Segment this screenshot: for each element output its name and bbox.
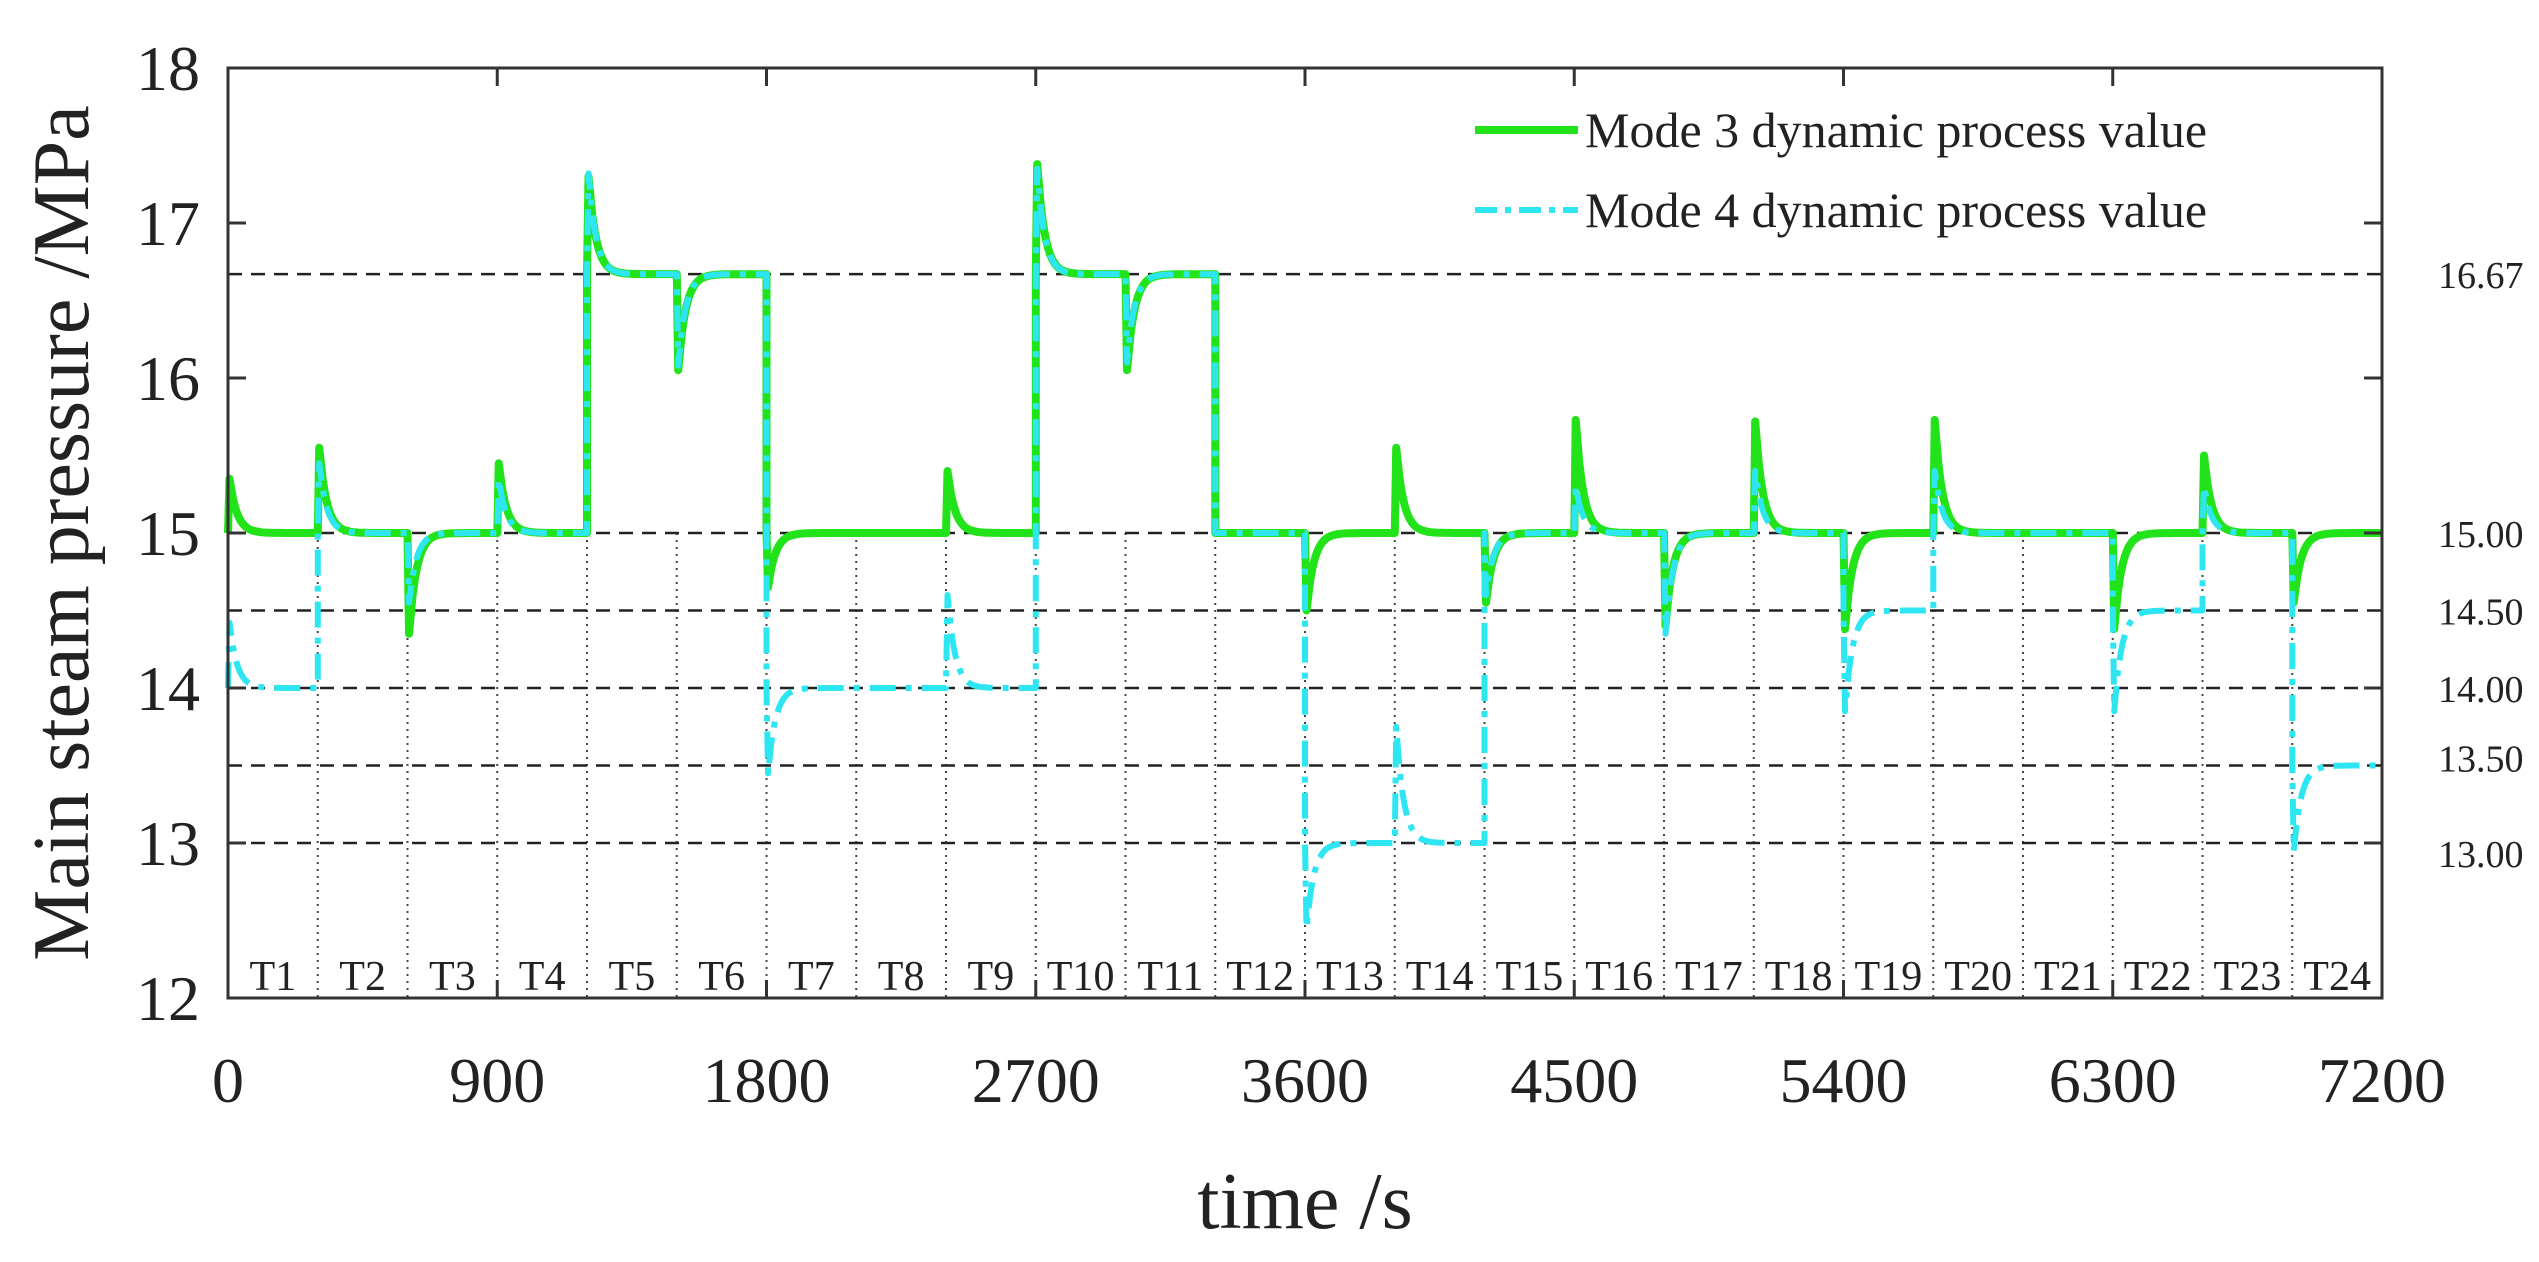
period-label: T15 [1496, 954, 1564, 1000]
x-tick-label: 900 [449, 1045, 545, 1116]
x-tick-label: 0 [212, 1045, 244, 1116]
y-tick-labels: 12 13 14 15 16 17 18 [136, 33, 200, 1034]
x-tick-label: 3600 [1241, 1045, 1369, 1116]
reference-line-label: 14.00 [2438, 669, 2524, 711]
period-label: T24 [2303, 954, 2371, 1000]
legend: Mode 3 dynamic process value Mode 4 dynam… [1475, 102, 2207, 238]
period-label: T3 [429, 954, 476, 1000]
period-label: T13 [1316, 954, 1384, 1000]
y-tick-label: 13 [136, 808, 200, 879]
period-label: T23 [2214, 954, 2282, 1000]
period-label: T21 [2034, 954, 2102, 1000]
y-tick-label: 14 [136, 653, 200, 724]
period-label: T8 [878, 954, 925, 1000]
period-label: T1 [250, 954, 297, 1000]
x-axis-title: time /s [1197, 1158, 1413, 1246]
legend-label: Mode 4 dynamic process value [1585, 182, 2207, 238]
period-label: T6 [698, 954, 745, 1000]
period-label: T11 [1137, 954, 1203, 1000]
reference-line-label: 16.67 [2438, 255, 2524, 297]
axis-ticks [226, 66, 2384, 1000]
period-label: T7 [788, 954, 835, 1000]
y-tick-label: 15 [136, 498, 200, 569]
series-line-mode-4 [225, 165, 2385, 932]
y-axis-title: Main steam pressure /MPa [18, 105, 106, 960]
period-label: T2 [339, 954, 386, 1000]
reference-line-label: 13.50 [2438, 739, 2524, 781]
period-label: T10 [1047, 954, 1115, 1000]
y-tick-label: 12 [136, 963, 200, 1034]
period-label: T20 [1944, 954, 2012, 1000]
reference-line-label: 14.50 [2438, 592, 2524, 634]
reference-line-labels: 16.67 15.00 14.50 14.00 13.50 13.00 [2438, 255, 2524, 876]
period-label: T18 [1765, 954, 1833, 1000]
x-tick-labels: 0 900 1800 2700 3600 4500 5400 6300 7200 [212, 1045, 2446, 1116]
legend-label: Mode 3 dynamic process value [1585, 102, 2207, 158]
y-tick-label: 17 [136, 188, 200, 259]
period-label: T14 [1406, 954, 1474, 1000]
period-label: T9 [968, 954, 1015, 1000]
period-labels: T1 T2 T3 T4 T5 T6 T7 T8 T9 T10 T11 T12 T13 T14 T15 T16 T… [250, 954, 2371, 1000]
x-tick-label: 2700 [972, 1045, 1100, 1116]
period-label: T19 [1855, 954, 1923, 1000]
x-tick-label: 6300 [2049, 1045, 2177, 1116]
period-label: T16 [1585, 954, 1653, 1000]
series-lines [224, 160, 2386, 932]
reference-line-label: 13.00 [2438, 834, 2524, 876]
y-tick-label: 16 [136, 343, 200, 414]
period-label: T5 [609, 954, 656, 1000]
period-label: T4 [519, 954, 566, 1000]
period-label: T22 [2124, 954, 2192, 1000]
x-tick-label: 7200 [2318, 1045, 2446, 1116]
reference-line-label: 15.00 [2438, 514, 2524, 556]
period-label: T12 [1226, 954, 1294, 1000]
x-tick-label: 5400 [1780, 1045, 1908, 1116]
x-tick-label: 4500 [1510, 1045, 1638, 1116]
x-tick-label: 1800 [703, 1045, 831, 1116]
y-tick-label: 18 [136, 33, 200, 104]
period-label: T17 [1675, 954, 1743, 1000]
